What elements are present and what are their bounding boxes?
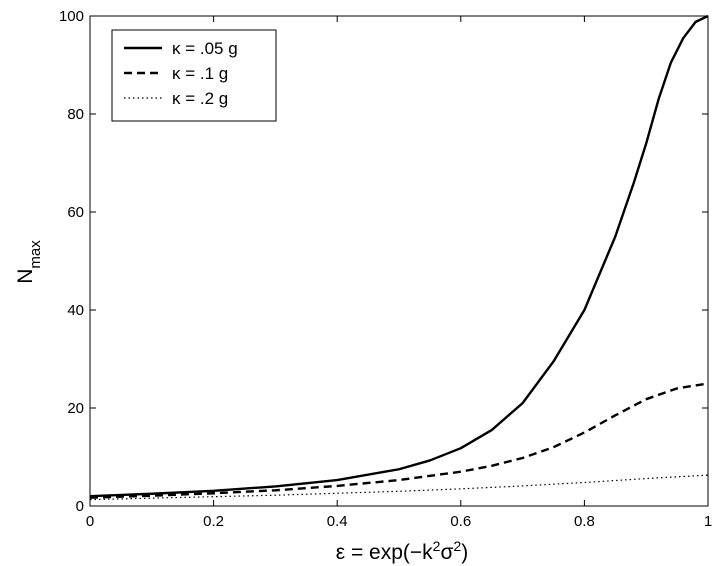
y-tick-label: 20: [67, 400, 84, 417]
x-tick-label: 0.6: [450, 513, 471, 530]
x-axis-title: ε = exp(−k2σ2): [336, 538, 468, 564]
x-tick-label: 0.2: [203, 513, 224, 530]
y-axis-title: Nmax: [14, 240, 44, 284]
y-tick-label: 60: [67, 204, 84, 221]
x-tick-label: 1: [704, 513, 712, 530]
y-tick-label: 0: [76, 498, 84, 515]
series-line-2: [89, 382, 709, 499]
legend-label-2: κ = .1 g: [172, 64, 228, 83]
plot-layer: 0 0.2 0.4 0.6 0.8 1 0 20 40 60 80 100 κ = .05 g κ = .…: [59, 8, 712, 530]
x-tick-label: 0.8: [574, 513, 595, 530]
legend-box: [111, 29, 277, 122]
y-tick-label: 40: [67, 302, 84, 319]
series-line-1: [89, 14, 709, 498]
legend-label-1: κ = .05 g: [172, 39, 238, 58]
legend-label-3: κ = .2 g: [172, 89, 228, 108]
y-tick-label: 100: [59, 8, 84, 25]
x-tick-label: 0.4: [327, 513, 348, 530]
x-tick-label: 0: [86, 513, 94, 530]
y-tick-label: 80: [67, 106, 84, 123]
